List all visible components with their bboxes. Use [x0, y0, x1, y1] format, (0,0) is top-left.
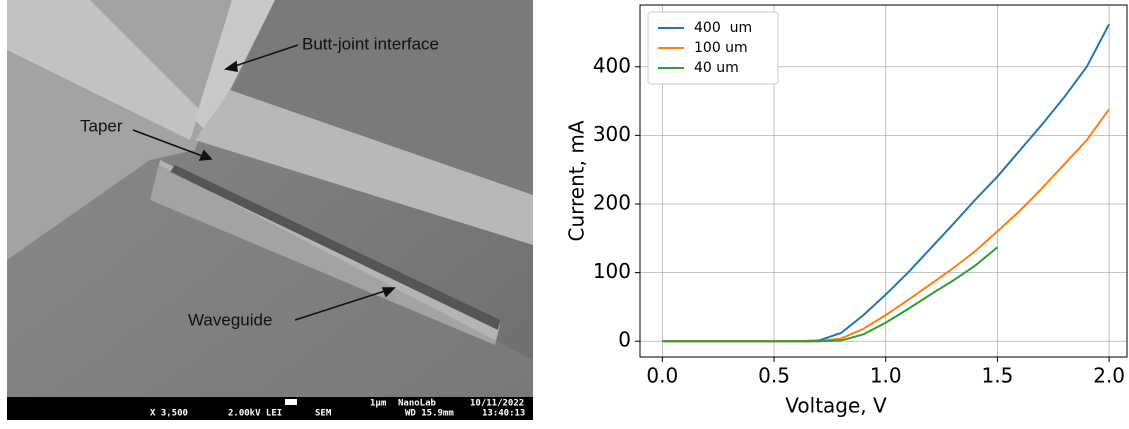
- y-tick-label: 100: [593, 259, 631, 283]
- x-tick-label: 0.0: [646, 364, 678, 388]
- x-tick-label: 2.0: [1093, 364, 1125, 388]
- legend-label: 40 um: [694, 60, 739, 76]
- x-axis-label: Voltage, V: [785, 394, 887, 418]
- info-text: 10/11/2022: [470, 399, 524, 409]
- legend-label: 100 um: [694, 40, 748, 56]
- info-text: 2.00kV LEI: [228, 409, 282, 419]
- sem-image: X 3,500 2.00kV LEI SEM 1µm NanoLab 10/11…: [7, 0, 533, 420]
- y-tick-label: 400: [593, 53, 631, 77]
- x-tick-label: 1.5: [982, 364, 1014, 388]
- info-text: WD 15.9mm: [405, 409, 454, 419]
- annotation: Butt-joint interface: [302, 34, 439, 53]
- info-text: 1µm: [370, 399, 387, 409]
- legend-label: 400 um: [694, 20, 752, 36]
- info-text: SEM: [315, 409, 332, 419]
- y-tick-label: 0: [618, 328, 631, 352]
- y-axis-label: Current, mA: [565, 120, 589, 241]
- x-tick-label: 1.0: [870, 364, 902, 388]
- info-text: 13:40:13: [482, 409, 525, 419]
- page: X 3,500 2.00kV LEI SEM 1µm NanoLab 10/11…: [0, 0, 1129, 425]
- y-tick-label: 200: [593, 190, 631, 214]
- annotation: Waveguide: [188, 310, 272, 329]
- annotation: Taper: [80, 116, 123, 135]
- chart: Voltage, V Current, mA 0.0 0.5 1.0 1.5 2.0 0 1…: [565, 5, 1128, 418]
- info-text: NanoLab: [398, 399, 437, 409]
- scale-bar: [285, 399, 297, 405]
- series-line: [662, 247, 997, 341]
- y-tick-label: 300: [593, 122, 631, 146]
- info-text: X 3,500: [150, 409, 188, 419]
- x-tick-label: 0.5: [758, 364, 790, 388]
- figure: X 3,500 2.00kV LEI SEM 1µm NanoLab 10/11…: [0, 0, 1129, 425]
